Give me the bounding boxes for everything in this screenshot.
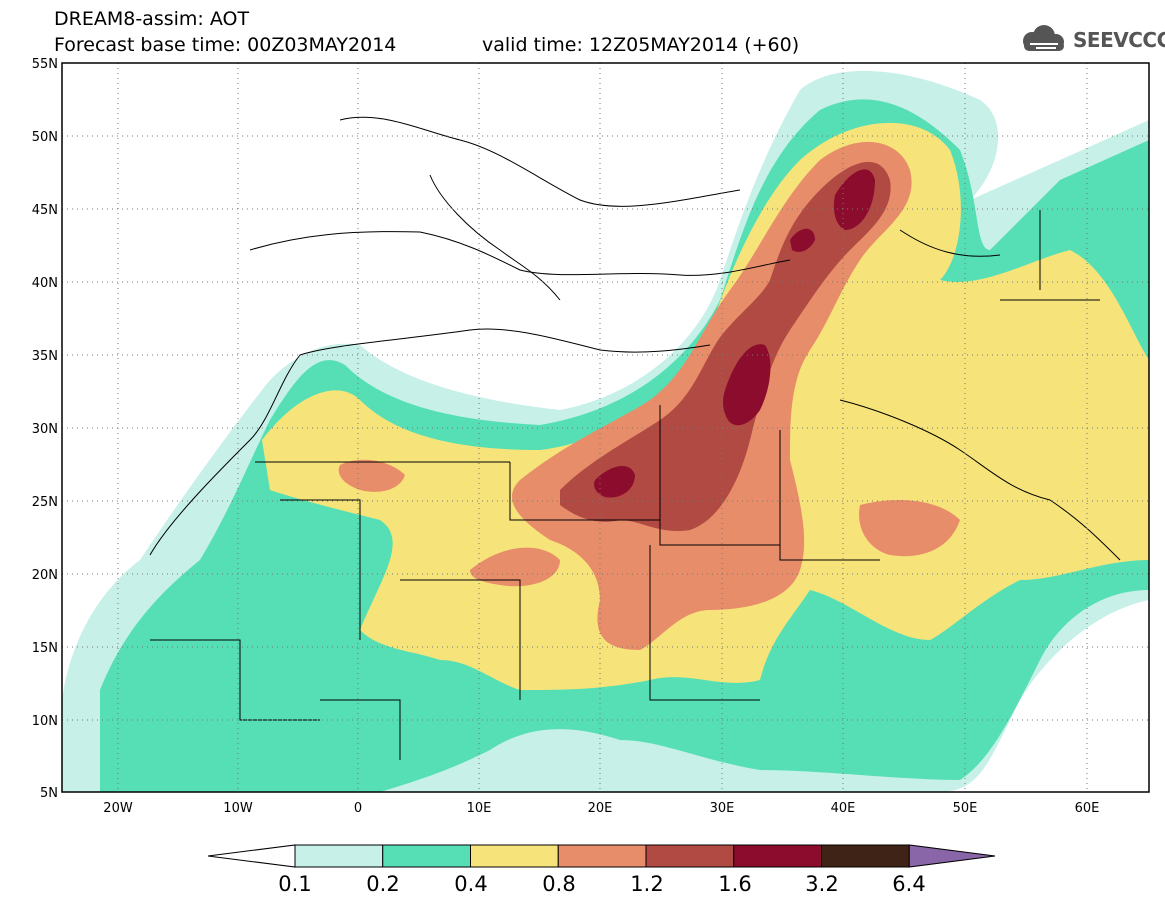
cloud-logo-icon xyxy=(1023,25,1064,51)
colorbar-arrow-low xyxy=(207,844,296,868)
lat-label: 15N xyxy=(32,641,58,656)
country-borders xyxy=(149,116,1121,760)
colorbar-label: 0.4 xyxy=(454,872,488,896)
map-title: DREAM8-assim: AOT xyxy=(54,8,250,30)
colorbar xyxy=(207,844,996,868)
longitude-labels: 20W 10W 0 10E 20E 30E 40E 50E 60E xyxy=(103,801,1099,816)
lat-label: 35N xyxy=(32,349,58,364)
lon-label: 20W xyxy=(103,801,133,816)
lat-label: 25N xyxy=(32,495,58,510)
lat-label: 55N xyxy=(32,57,58,72)
lon-label: 0 xyxy=(354,801,362,816)
lon-label: 10E xyxy=(467,801,492,816)
colorbar-segment xyxy=(733,844,822,868)
aot-field xyxy=(62,70,1149,792)
colorbar-segment xyxy=(821,844,910,868)
colorbar-label: 0.2 xyxy=(366,872,400,896)
map-frame xyxy=(61,62,1150,793)
colorbar-segment xyxy=(470,844,559,868)
lat-label: 50N xyxy=(32,130,58,145)
colorbar-label: 1.2 xyxy=(630,872,664,896)
forecast-base-time: Forecast base time: 00Z03MAY2014 xyxy=(54,34,397,56)
colorbar-segment xyxy=(294,844,384,868)
colorbar-label: 0.8 xyxy=(542,872,576,896)
colorbar-segment xyxy=(645,844,735,868)
lat-label: 20N xyxy=(32,568,58,583)
colorbar-label: 0.1 xyxy=(278,872,312,896)
colorbar-segment xyxy=(382,844,471,868)
lon-label: 30E xyxy=(710,801,735,816)
lat-label: 30N xyxy=(32,422,58,437)
latitude-labels: 55N 50N 45N 40N 35N 30N 25N 20N 15N 10N … xyxy=(32,57,58,801)
aot-band-1.6 xyxy=(594,169,875,498)
seevccc-logo-text: SEEVCCC xyxy=(1073,28,1165,52)
lon-label: 40E xyxy=(831,801,856,816)
colorbar-label: 3.2 xyxy=(805,872,839,896)
lat-label: 10N xyxy=(32,714,58,729)
valid-time: valid time: 12Z05MAY2014 (+60) xyxy=(482,34,800,56)
gridlines xyxy=(62,63,1149,792)
lon-label: 60E xyxy=(1075,801,1100,816)
lat-label: 40N xyxy=(32,276,58,291)
colorbar-arrow-high xyxy=(908,844,996,868)
lat-label: 45N xyxy=(32,203,58,218)
colorbar-segment xyxy=(557,844,647,868)
aot-band-1.2 xyxy=(560,161,891,532)
lon-label: 20E xyxy=(588,801,613,816)
colorbar-label: 1.6 xyxy=(718,872,752,896)
colorbar-label: 6.4 xyxy=(892,872,926,896)
lon-label: 50E xyxy=(953,801,978,816)
lon-label: 10W xyxy=(223,801,253,816)
lat-label: 5N xyxy=(40,786,58,801)
